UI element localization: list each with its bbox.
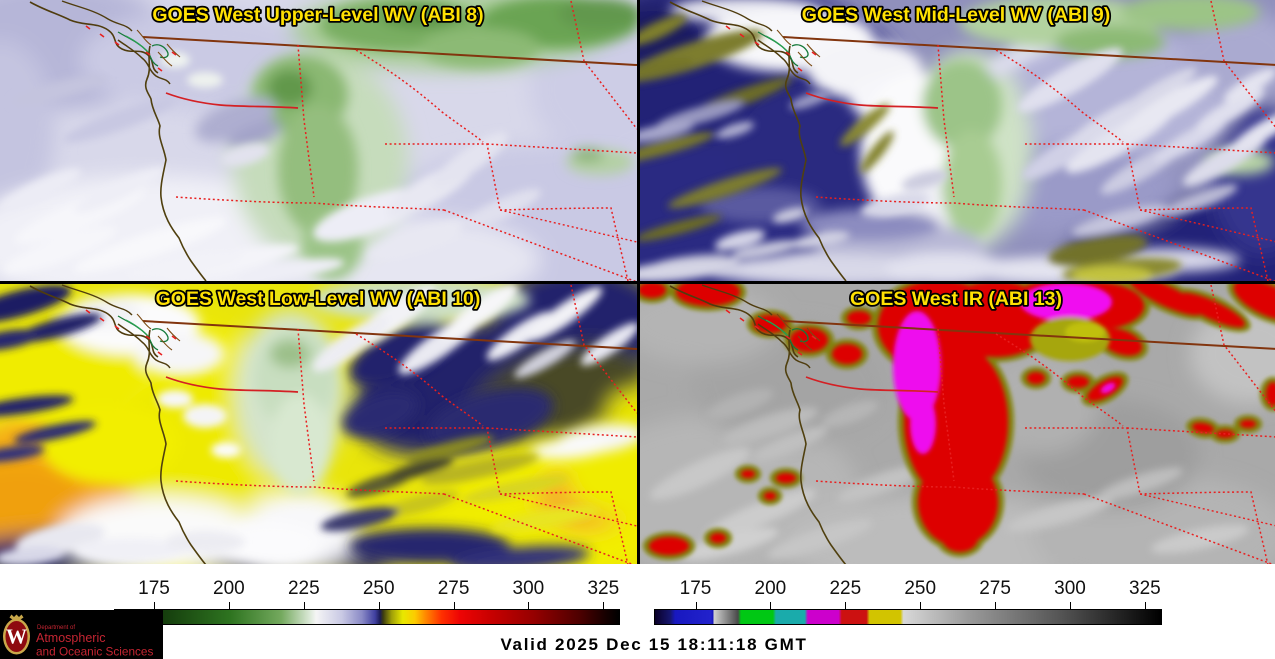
svg-text:GOES West Low-Level WV (ABI 10: GOES West Low-Level WV (ABI 10)	[156, 288, 481, 310]
svg-text:Atmospheric: Atmospheric	[36, 631, 105, 645]
svg-text:GOES West Upper-Level WV (ABI: GOES West Upper-Level WV (ABI 8)	[152, 4, 483, 26]
svg-text:GOES West Mid-Level WV (ABI 9): GOES West Mid-Level WV (ABI 9)	[802, 4, 1110, 26]
svg-text:GOES West IR (ABI 13): GOES West IR (ABI 13)	[850, 288, 1062, 310]
svg-text:W: W	[6, 625, 27, 649]
svg-text:and Oceanic Sciences: and Oceanic Sciences	[36, 645, 153, 659]
svg-text:Department of: Department of	[37, 625, 75, 631]
